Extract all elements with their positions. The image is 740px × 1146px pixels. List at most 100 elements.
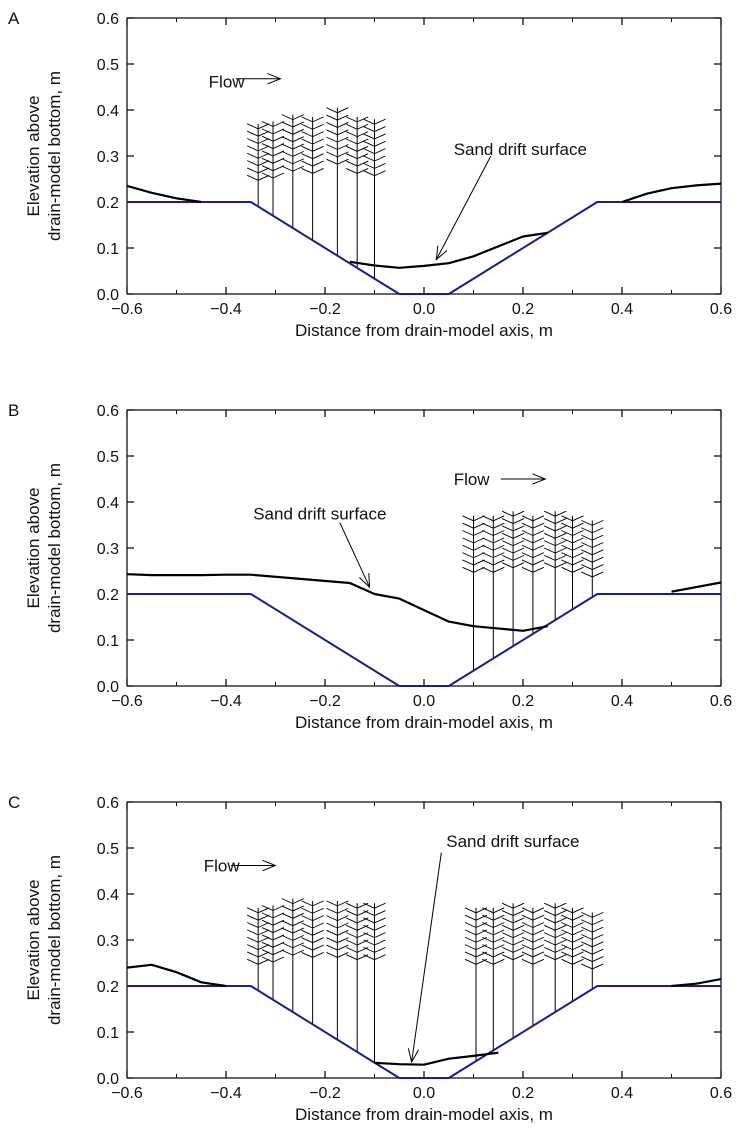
plant-branch — [493, 530, 505, 536]
plant-branch — [281, 143, 294, 150]
plant-branch — [257, 929, 270, 936]
sand-drift-surface-line — [126, 963, 227, 988]
plant-branch — [464, 951, 477, 958]
plant-branch — [521, 958, 534, 965]
plant-branch — [543, 562, 556, 569]
plant-branch — [493, 951, 505, 958]
plant-branch — [257, 958, 270, 965]
plant-branch — [281, 927, 294, 934]
plant-branch — [493, 922, 505, 928]
y-axis-label-line-1: Elevation above — [24, 488, 43, 609]
plant-branch — [326, 129, 338, 136]
plant-branch — [572, 566, 584, 573]
plant-branch — [482, 907, 494, 914]
plant-branch — [572, 515, 584, 522]
plant-branch — [482, 922, 494, 928]
panel-label: B — [8, 401, 19, 420]
plant-branch — [554, 510, 567, 517]
plant-branch — [572, 951, 584, 958]
vegetation-plant — [561, 907, 584, 1002]
plant-branch — [261, 172, 274, 179]
plant-branch — [261, 150, 274, 157]
plant-branch — [512, 554, 525, 561]
x-tick-label: 0.6 — [710, 301, 732, 318]
vegetation-plant — [462, 515, 485, 671]
y-tick-label: 0.5 — [97, 57, 119, 74]
plant-branch — [326, 952, 338, 958]
vegetation-plant — [246, 123, 270, 207]
plant-branch — [261, 157, 274, 164]
y-axis-label-line-2: drain-model bottom, m — [45, 71, 64, 241]
plant-branch — [561, 537, 573, 544]
plant-branch — [374, 170, 386, 177]
vegetation-plant — [246, 907, 270, 991]
plant-branch — [554, 518, 567, 524]
plant-branch — [292, 114, 305, 121]
plant-branch — [257, 123, 270, 130]
plant-branch — [356, 145, 369, 152]
plant-branch — [363, 946, 375, 953]
plant-branch — [356, 954, 369, 961]
plant-branch — [532, 552, 545, 559]
plant-branch — [554, 532, 567, 539]
plant-branch — [312, 160, 324, 167]
plant-branch — [345, 116, 358, 123]
flow-label: Flow — [204, 856, 241, 875]
plant-branch — [532, 559, 545, 566]
plant-branch — [561, 522, 573, 529]
plant-branch — [292, 158, 305, 165]
plant-branch — [561, 559, 573, 566]
x-tick-label: −0.6 — [111, 1085, 143, 1102]
plant-branch — [301, 116, 313, 123]
plant-branch — [301, 929, 313, 936]
flow-label: Flow — [454, 470, 491, 489]
chart-panel-a: A −0.6 −0.4 −0.2 0.0 0.2 0.4 0.6 0.0 0.1 0.2 0.3 0.4… — [8, 9, 732, 340]
plant-branch — [493, 929, 505, 936]
plot-frame — [126, 801, 722, 1079]
plant-branch — [543, 954, 556, 961]
plant-branch — [363, 924, 375, 931]
plant-branch — [501, 939, 514, 946]
plant-branch — [246, 138, 259, 144]
plant-branch — [246, 944, 259, 951]
plant-branch — [532, 944, 545, 951]
plant-branch — [281, 942, 294, 949]
plant-branch — [554, 917, 567, 924]
plant-branch — [493, 566, 505, 573]
plant-branch — [592, 549, 604, 556]
plant-branch — [261, 919, 274, 926]
flow-label: Flow — [209, 72, 246, 91]
y-axis-label-line-2: drain-model bottom, m — [45, 855, 64, 1025]
plant-branch — [482, 522, 494, 529]
plant-branch — [501, 510, 514, 517]
plant-branch — [246, 922, 259, 928]
plant-branch — [326, 151, 338, 158]
plant-branch — [482, 944, 494, 951]
plant-branch — [326, 900, 338, 907]
plant-branch — [464, 914, 477, 921]
plant-branch — [246, 907, 259, 914]
y-tick-label: 0.4 — [97, 887, 119, 904]
y-tick-label: 0.2 — [97, 587, 119, 604]
plant-branch — [292, 150, 305, 157]
x-tick-label: 0.2 — [512, 693, 534, 710]
plant-branch — [592, 534, 604, 541]
plant-branch — [512, 946, 525, 953]
y-tick-label: 0.5 — [97, 841, 119, 858]
plant-branch — [581, 549, 593, 556]
plant-branch — [281, 121, 294, 128]
plant-branch — [363, 140, 375, 147]
plant-branch — [337, 929, 349, 936]
plant-branch — [572, 544, 584, 551]
plant-branch — [246, 123, 259, 130]
plant-branch — [257, 907, 270, 914]
plant-branch — [281, 934, 294, 941]
y-axis-label-line-1: Elevation above — [24, 880, 43, 1001]
arrow-head — [262, 859, 277, 872]
plant-branch — [512, 547, 525, 554]
plant-branch — [312, 929, 324, 936]
plant-branch — [532, 566, 545, 573]
plant-branch — [326, 158, 338, 165]
plant-branch — [326, 922, 338, 929]
plant-branch — [521, 566, 534, 573]
